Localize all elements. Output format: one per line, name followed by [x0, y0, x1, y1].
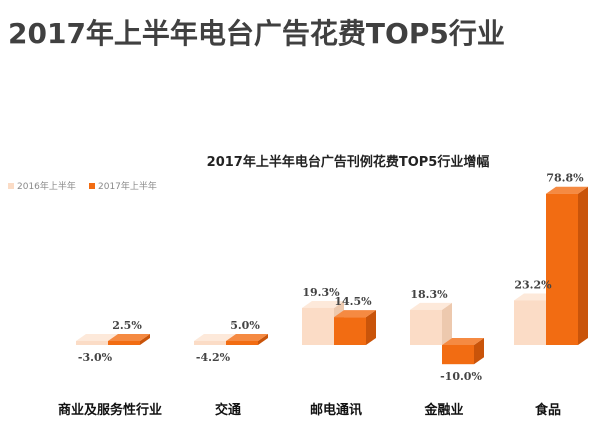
- legend-label-2016: 2016年上半年: [17, 180, 76, 192]
- bar-2016-3: [410, 302, 452, 345]
- bar-front: [76, 341, 108, 345]
- value-label-2016-4: 23.2%: [514, 278, 552, 291]
- legend-swatch-2017: [89, 183, 95, 189]
- value-label-2017-2: 14.5%: [334, 295, 372, 308]
- value-labels-group: -3.0% 2.5% -4.2% 5.0% 19.3%14.5% 18.3% -10.0% 2…: [78, 172, 584, 383]
- bar-front: [546, 193, 578, 345]
- bar-front: [334, 317, 366, 345]
- chart-title: 2017年上半年电台广告刊例花费TOP5行业增幅: [207, 154, 490, 170]
- bar-top: [302, 300, 344, 308]
- bar-2017-1: [226, 334, 268, 345]
- bar-top: [442, 338, 484, 345]
- bar-2017-0: [108, 334, 150, 345]
- category-labels-group: 商业及服务性行业 交通 邮电通讯 金融业 食品: [58, 402, 561, 418]
- value-label-2017-4: 78.8%: [546, 172, 584, 185]
- bars-group: [76, 186, 588, 365]
- bar-side: [366, 310, 376, 345]
- value-label-2016-1: -4.2%: [196, 351, 231, 364]
- bar-front: [514, 300, 546, 345]
- legend-swatch-2016: [8, 183, 14, 189]
- bar-front: [410, 309, 442, 345]
- bar-top: [334, 310, 376, 318]
- bar-front: [226, 341, 258, 345]
- category-label-3: 金融业: [423, 402, 463, 418]
- page-title: 2017年上半年电台广告花费TOP5行业: [8, 17, 505, 50]
- legend: 2016年上半年 2017年上半年: [8, 180, 157, 192]
- category-label-0: 商业及服务性行业: [58, 402, 162, 418]
- bar-2017-2: [334, 310, 376, 345]
- bar-side: [442, 302, 452, 345]
- bar-2017-4: [546, 186, 588, 345]
- bar-top: [546, 186, 588, 194]
- bar-side: [258, 334, 268, 345]
- bar-top: [514, 293, 556, 301]
- value-label-2016-0: -3.0%: [78, 351, 113, 364]
- value-label-2017-0: 2.5%: [112, 319, 142, 332]
- value-label-2017-3: -10.0%: [440, 370, 482, 383]
- bar-front: [442, 345, 474, 365]
- value-label-2016-3: 18.3%: [410, 288, 448, 301]
- bar-top: [108, 334, 150, 341]
- bar-2017-3: [442, 338, 484, 365]
- bar-top: [410, 302, 452, 310]
- legend-label-2017: 2017年上半年: [98, 180, 157, 192]
- bar-top: [194, 334, 236, 341]
- category-label-4: 食品: [535, 402, 561, 418]
- bar-front: [302, 307, 334, 345]
- category-label-1: 交通: [215, 402, 241, 418]
- bar-front: [194, 341, 226, 345]
- bar-front: [108, 341, 140, 345]
- value-label-2016-2: 19.3%: [302, 286, 340, 299]
- bar-top: [226, 334, 268, 341]
- bar-side: [578, 186, 588, 345]
- category-label-2: 邮电通讯: [310, 402, 362, 418]
- bar-side: [140, 334, 150, 345]
- value-label-2017-1: 5.0%: [230, 319, 260, 332]
- bar-side: [474, 338, 484, 365]
- bar-top: [76, 334, 118, 341]
